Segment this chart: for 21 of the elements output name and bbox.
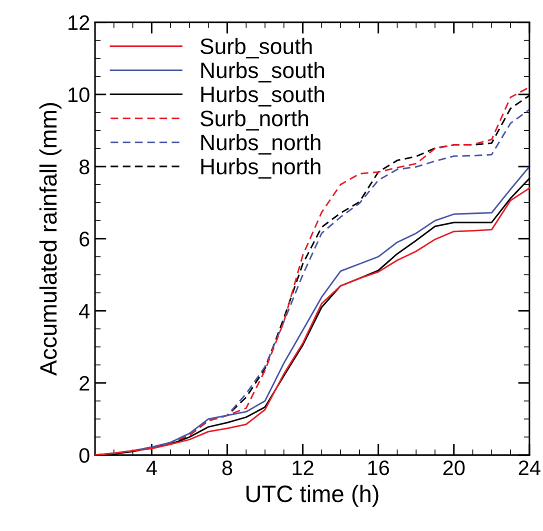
y-tick-label: 0 bbox=[79, 448, 90, 463]
legend-label: Nurbs_south bbox=[201, 62, 324, 82]
x-axis-title: UTC time (h) bbox=[246, 484, 378, 507]
legend-label: Hurbs_north bbox=[201, 158, 320, 179]
y-tick-label: 12 bbox=[68, 15, 90, 30]
x-tick-label: 20 bbox=[443, 460, 465, 476]
legend-label: Nurbs_north bbox=[201, 134, 320, 155]
y-tick-label: 2 bbox=[80, 376, 90, 390]
y-tick-label: 6 bbox=[80, 232, 90, 246]
legend-label: Surb_south bbox=[200, 38, 312, 58]
x-tick-label: 16 bbox=[368, 460, 389, 476]
y-tick-label: 4 bbox=[79, 304, 90, 318]
x-tick-label: 12 bbox=[292, 460, 314, 476]
legend-label: Hurbs_south bbox=[201, 86, 324, 106]
y-axis-title: Accumulated rainfall (mm) bbox=[39, 103, 62, 376]
x-tick-label: 8 bbox=[222, 460, 232, 476]
y-tick-label: 10 bbox=[68, 87, 90, 102]
y-tick-label: 8 bbox=[79, 160, 90, 174]
legend-label: Surb_north bbox=[200, 110, 308, 131]
x-tick-label: 4 bbox=[146, 460, 157, 476]
x-tick-label: 24 bbox=[518, 460, 540, 476]
